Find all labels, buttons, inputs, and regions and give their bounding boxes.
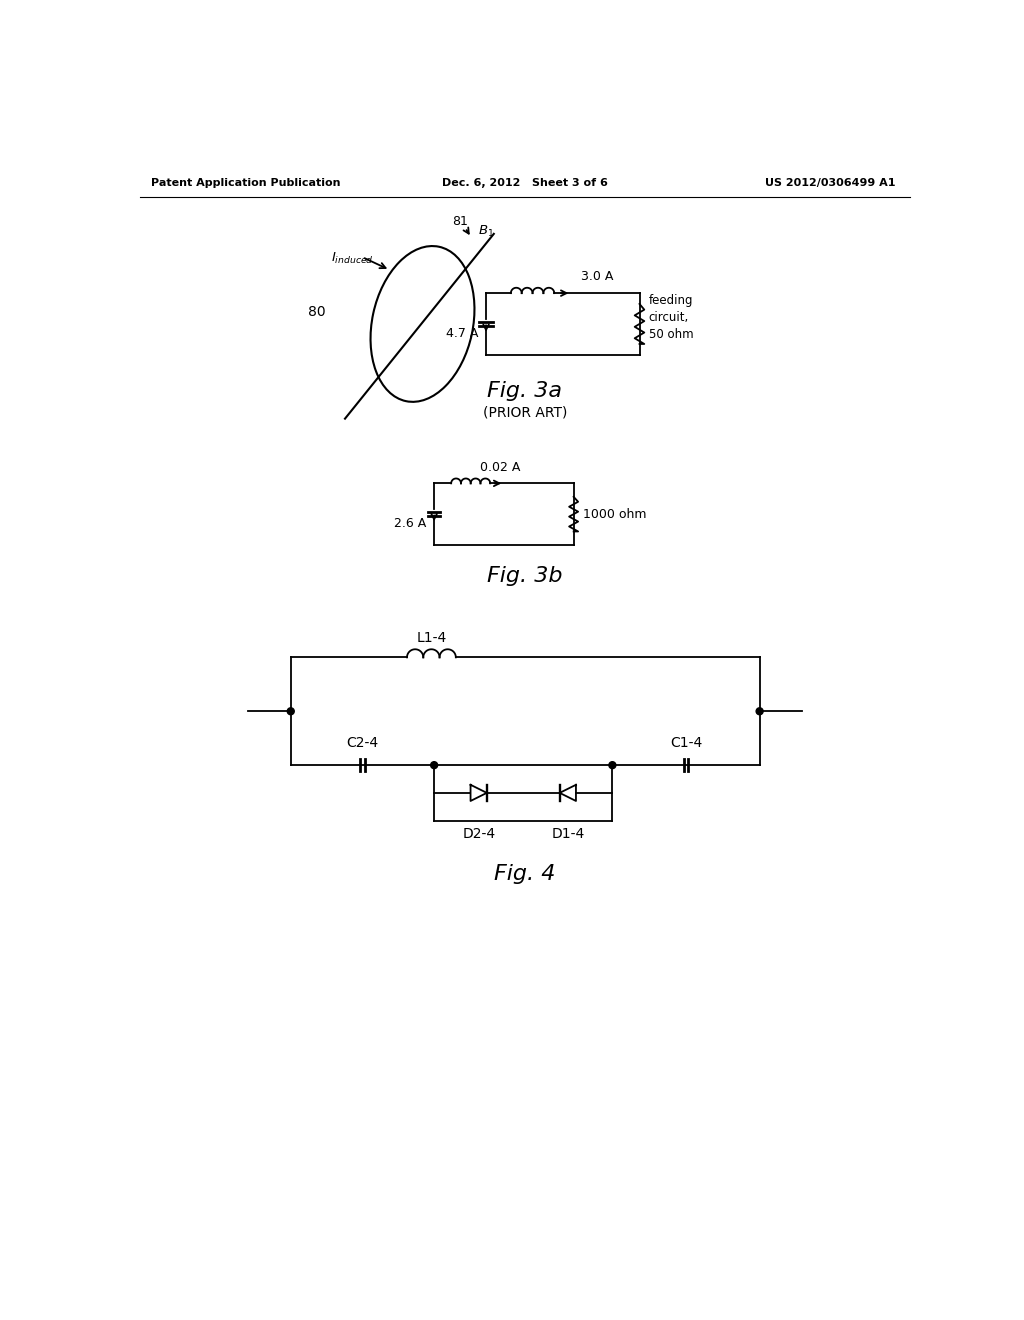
Text: (PRIOR ART): (PRIOR ART) — [482, 405, 567, 420]
Text: C1-4: C1-4 — [670, 735, 702, 750]
Circle shape — [756, 708, 763, 714]
Text: 80: 80 — [308, 305, 326, 319]
Text: C2-4: C2-4 — [346, 735, 379, 750]
Text: 0.02 A: 0.02 A — [480, 461, 520, 474]
Text: US 2012/0306499 A1: US 2012/0306499 A1 — [765, 178, 895, 187]
Text: 4.7 A: 4.7 A — [445, 327, 478, 341]
Text: $I_{induced}$: $I_{induced}$ — [331, 251, 374, 267]
Text: 81: 81 — [452, 215, 468, 227]
Text: Fig. 3b: Fig. 3b — [487, 566, 562, 586]
Text: 3.0 A: 3.0 A — [581, 271, 613, 284]
Circle shape — [431, 762, 437, 768]
Circle shape — [609, 762, 615, 768]
Text: feeding
circuit,
50 ohm: feeding circuit, 50 ohm — [649, 294, 693, 342]
Text: Fig. 4: Fig. 4 — [495, 865, 555, 884]
Text: 1000 ohm: 1000 ohm — [583, 508, 646, 520]
Text: Dec. 6, 2012   Sheet 3 of 6: Dec. 6, 2012 Sheet 3 of 6 — [442, 178, 607, 187]
Text: D2-4: D2-4 — [462, 826, 496, 841]
Text: D1-4: D1-4 — [551, 826, 585, 841]
Text: Patent Application Publication: Patent Application Publication — [152, 178, 341, 187]
Text: 2.6 A: 2.6 A — [394, 517, 426, 529]
Circle shape — [288, 708, 294, 714]
Text: L1-4: L1-4 — [417, 631, 446, 645]
Text: Fig. 3a: Fig. 3a — [487, 381, 562, 401]
Text: $B_1$: $B_1$ — [478, 224, 495, 239]
